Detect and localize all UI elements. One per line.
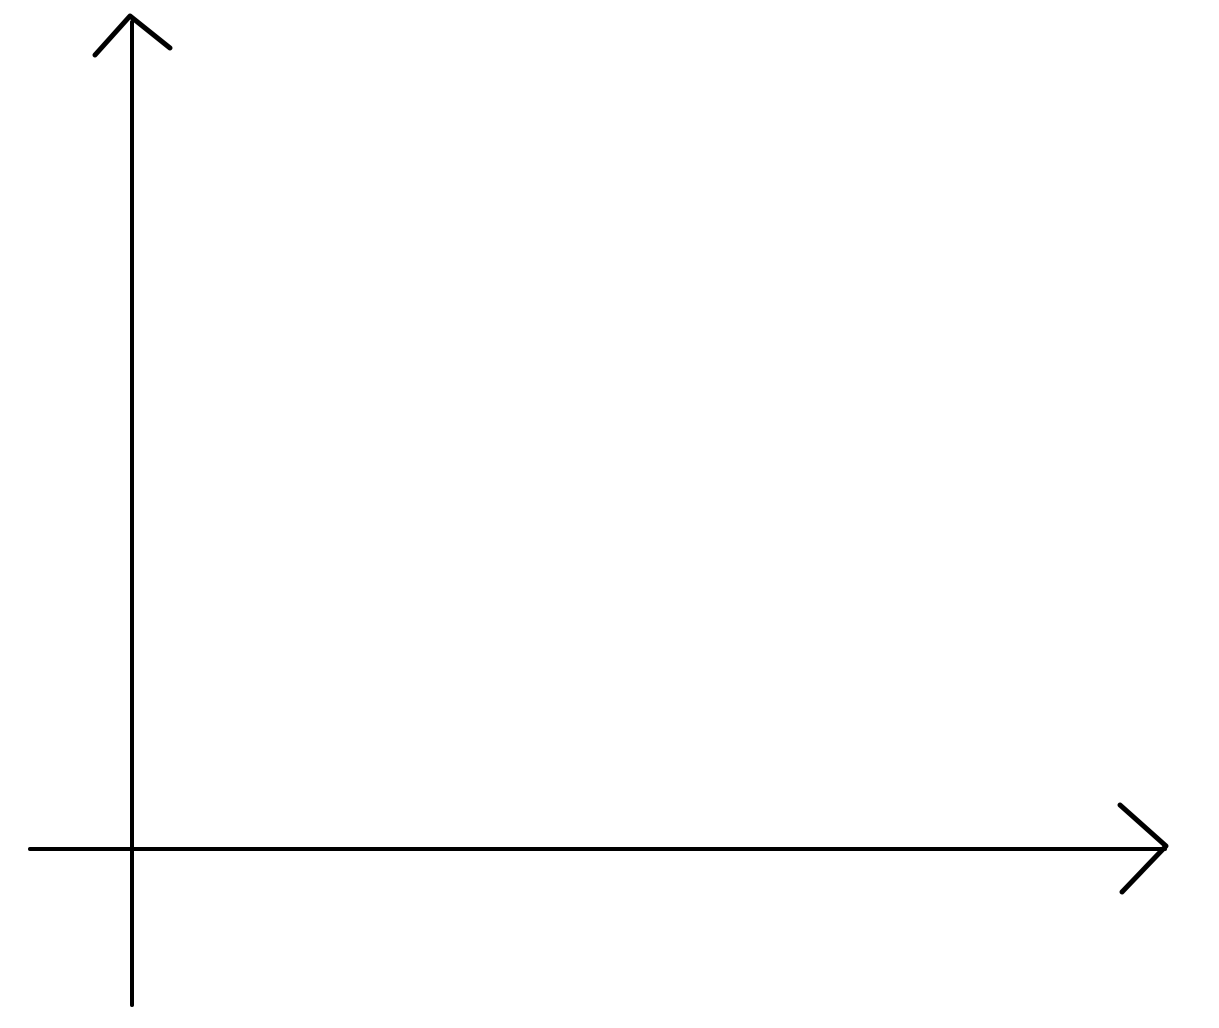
y-axis-arrowhead xyxy=(92,13,173,58)
x-axis-arrowhead xyxy=(1117,802,1169,895)
